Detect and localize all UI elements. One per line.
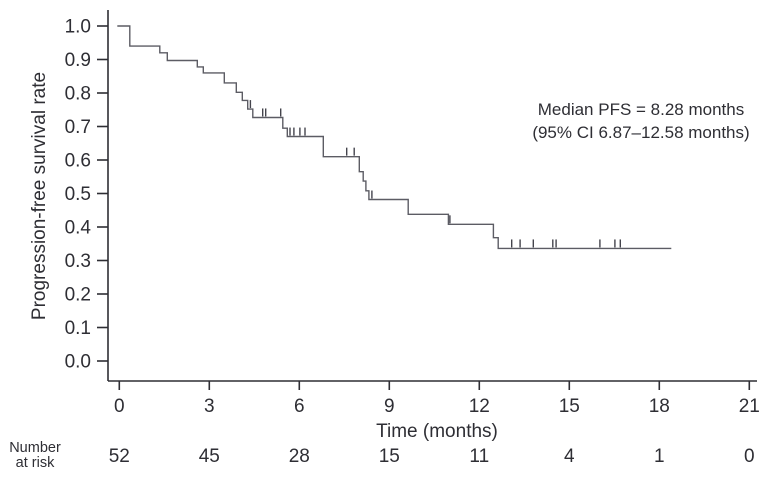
y-axis-title: Progression-free survival rate	[29, 72, 50, 320]
risk-table: Number at risk 52 45 28 15 11 4 1 0	[9, 440, 754, 471]
x-tick-label: 6	[294, 396, 305, 417]
risk-count: 4	[564, 446, 575, 467]
y-axis-ticks	[97, 25, 108, 362]
axes	[107, 10, 757, 382]
risk-count: 1	[654, 446, 665, 467]
risk-table-values: 52 45 28 15 11 4 1 0	[109, 446, 755, 467]
risk-count: 15	[379, 446, 400, 467]
x-tick-label: 18	[649, 396, 670, 417]
y-tick-label: 0.4	[65, 218, 92, 239]
y-tick-label: 0.7	[65, 117, 91, 138]
x-tick-label: 15	[559, 396, 580, 417]
x-tick-label: 3	[204, 396, 215, 417]
risk-count: 45	[199, 446, 220, 467]
y-tick-label: 0.8	[65, 84, 91, 105]
x-tick-label: 21	[739, 396, 760, 417]
y-tick-label: 0.6	[65, 151, 91, 172]
x-axis-labels: 0 3 6 9 12 15 18 21	[114, 396, 760, 417]
y-tick-label: 1.0	[65, 17, 91, 38]
risk-count: 0	[744, 446, 755, 467]
x-tick-label: 9	[384, 396, 395, 417]
risk-table-label-line1: Number	[9, 440, 61, 456]
annotation-line1: Median PFS = 8.28 months	[538, 100, 744, 119]
risk-table-label-line2: at risk	[16, 455, 55, 471]
censor-marks	[249, 100, 621, 248]
risk-count: 52	[109, 446, 130, 467]
annotation-line2: (95% CI 6.87–12.58 months)	[532, 123, 749, 142]
y-tick-label: 0.1	[65, 318, 91, 339]
risk-count: 11	[469, 446, 489, 467]
y-tick-label: 0.0	[65, 352, 91, 373]
y-tick-label: 0.5	[65, 184, 91, 205]
x-tick-label: 12	[469, 396, 490, 417]
km-curve	[117, 25, 672, 250]
y-tick-label: 0.9	[65, 50, 91, 71]
y-tick-label: 0.2	[65, 285, 91, 306]
x-axis-title: Time (months)	[376, 421, 498, 442]
y-axis-labels: 1.0 0.9 0.8 0.7 0.6 0.5 0.4 0.3 0.2 0.1 0.0	[65, 17, 92, 373]
y-tick-label: 0.3	[65, 251, 91, 272]
risk-count: 28	[289, 446, 310, 467]
x-axis-ticks	[118, 381, 751, 390]
x-tick-label: 0	[114, 396, 125, 417]
median-pfs-annotation: Median PFS = 8.28 months (95% CI 6.87–12…	[532, 100, 749, 142]
